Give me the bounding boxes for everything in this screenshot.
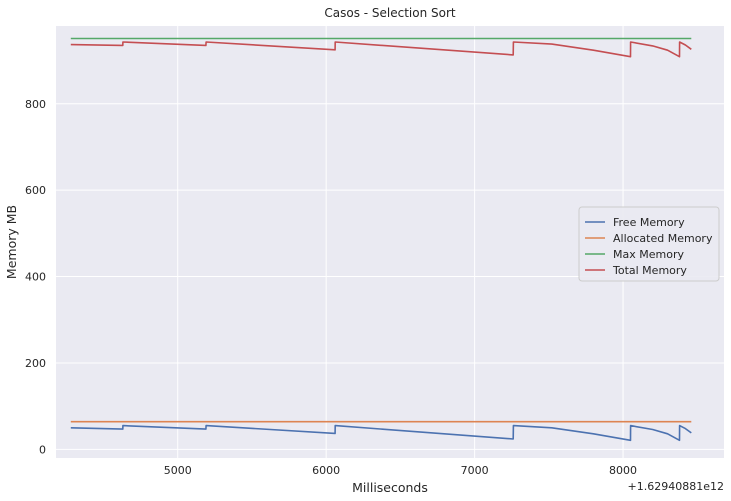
y-axis-label: Memory MB: [4, 205, 19, 279]
legend-label-free-memory: Free Memory: [613, 216, 685, 229]
legend-frame: [578, 206, 720, 282]
chart-title: Casos - Selection Sort: [324, 6, 456, 20]
x-tick-label-8000: 8000: [609, 464, 637, 477]
legend-label-total-memory: Total Memory: [612, 264, 687, 277]
y-tick-label-600: 600: [25, 184, 46, 197]
x-tick-label-6000: 6000: [312, 464, 340, 477]
y-tick-label-400: 400: [25, 271, 46, 284]
series-line-total-memory: [70, 41, 692, 58]
x-tick-label-7000: 7000: [461, 464, 489, 477]
legend: Free Memory Allocated Memory Max Memory Tot…: [578, 206, 720, 282]
legend-label-allocated-memory: Allocated Memory: [613, 232, 713, 245]
tick-labels: 5000 6000 7000 8000 0 200 400 600 800: [25, 98, 637, 477]
y-tick-label-200: 200: [25, 357, 46, 370]
y-tick-label-0: 0: [39, 443, 46, 456]
x-tick-label-5000: 5000: [164, 464, 192, 477]
y-tick-label-800: 800: [25, 98, 46, 111]
legend-label-max-memory: Max Memory: [613, 248, 684, 261]
series-line-free-memory: [70, 424, 692, 442]
x-axis-offset-label: +1.62940881e12: [628, 480, 724, 493]
series-lines: [70, 37, 692, 442]
x-axis-label: Milliseconds: [352, 480, 428, 495]
